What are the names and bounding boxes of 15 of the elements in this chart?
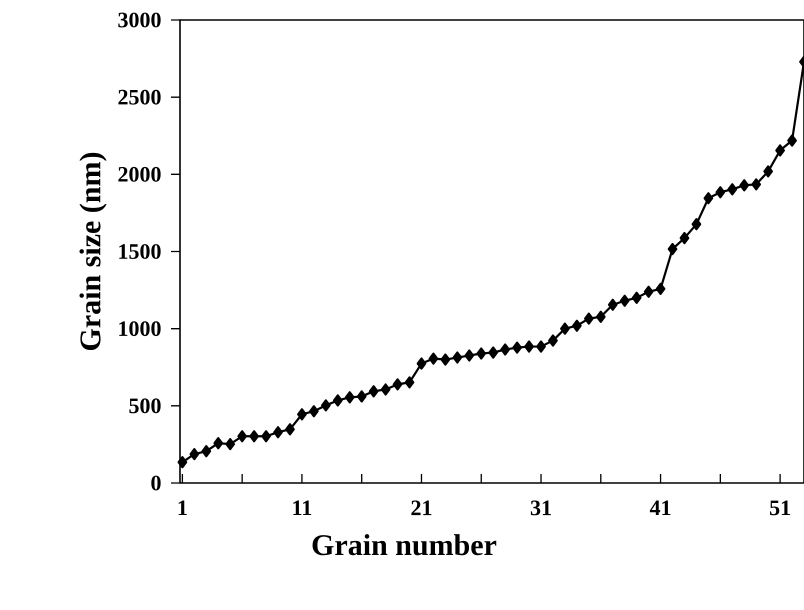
y-tick-label: 1500 <box>119 244 161 259</box>
y-tick-label: 2500 <box>118 90 161 105</box>
y-tick-label: 3000 <box>118 12 161 28</box>
x-tick-label: 1 <box>178 500 187 516</box>
y-tick-label: 500 <box>129 398 161 414</box>
x-tick-label: 41 <box>650 500 670 516</box>
y-tick-label: 0 <box>151 476 161 490</box>
y-tick-label: 2000 <box>118 166 161 182</box>
x-tick-label: 31 <box>530 500 551 516</box>
x-axis-title: Grain number <box>312 534 496 556</box>
y-axis-title: Grain size (nm) <box>79 152 107 350</box>
x-tick-label: 21 <box>411 500 432 516</box>
x-tick-label: 51 <box>770 500 790 516</box>
y-tick-label: 1000 <box>119 321 161 336</box>
x-tick-label: 11 <box>293 500 312 516</box>
